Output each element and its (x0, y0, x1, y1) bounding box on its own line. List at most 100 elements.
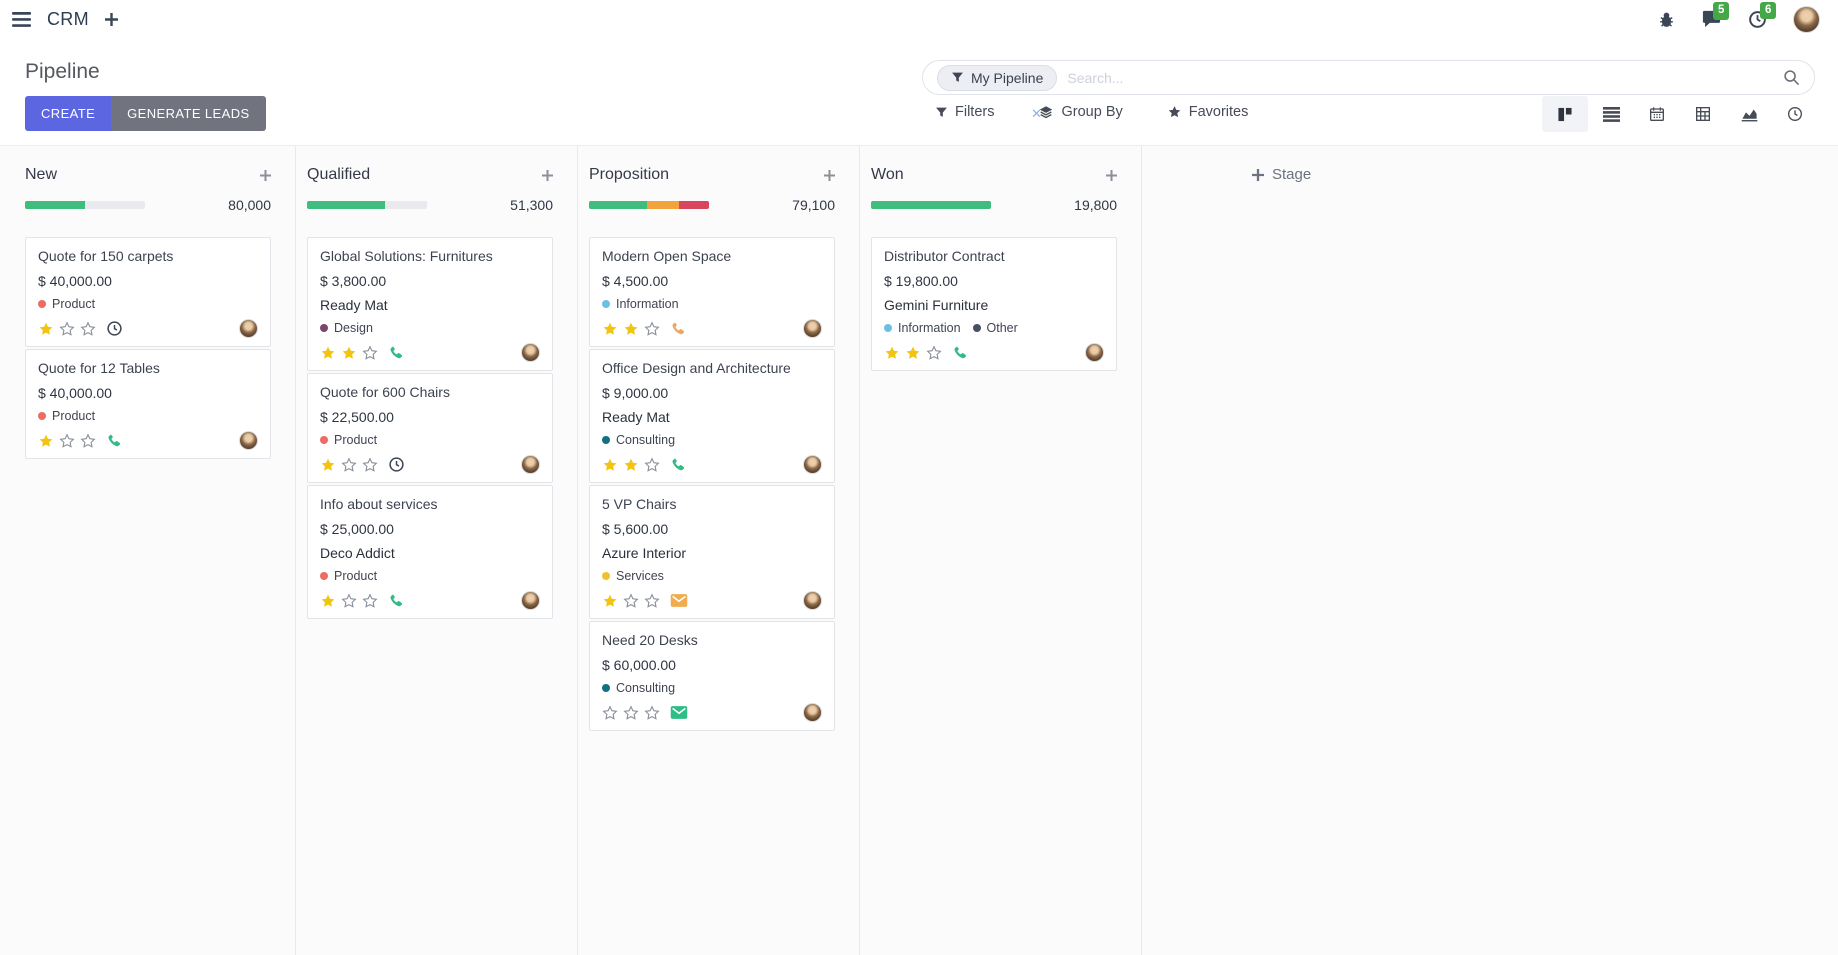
star-icon[interactable] (38, 433, 54, 449)
column-add-button[interactable] (824, 169, 835, 181)
card-avatar[interactable] (521, 343, 540, 362)
star-icon[interactable] (602, 593, 618, 609)
card-tag[interactable]: Information (884, 321, 961, 335)
kanban-card[interactable]: Office Design and Architecture $ 9,000.0… (589, 349, 835, 483)
star-icon[interactable] (341, 592, 357, 609)
card-avatar[interactable] (803, 591, 822, 610)
star-icon[interactable] (926, 344, 942, 361)
kanban-card[interactable]: 5 VP Chairs $ 5,600.00 Azure Interior Se… (589, 485, 835, 619)
activity-clock-icon[interactable] (106, 320, 123, 337)
star-icon[interactable] (644, 704, 660, 721)
user-avatar[interactable] (1793, 5, 1820, 33)
star-icon[interactable] (602, 321, 618, 337)
column-add-button[interactable] (1106, 169, 1117, 181)
filters-button[interactable]: Filters (935, 104, 994, 120)
star-icon[interactable] (362, 592, 378, 609)
create-button[interactable]: CREATE (25, 96, 112, 131)
kanban-card[interactable]: Info about services $ 25,000.00 Deco Add… (307, 485, 553, 619)
star-icon[interactable] (320, 345, 336, 361)
star-icon[interactable] (59, 320, 75, 337)
search-input[interactable] (1067, 69, 1783, 86)
star-icon[interactable] (602, 457, 618, 473)
star-icon[interactable] (320, 457, 336, 473)
star-icon[interactable] (362, 344, 378, 361)
star-icon[interactable] (80, 320, 96, 337)
card-avatar[interactable] (521, 455, 540, 474)
star-icon[interactable] (623, 704, 639, 721)
card-avatar[interactable] (239, 431, 258, 450)
kanban-card[interactable]: Quote for 600 Chairs $ 22,500.00 Product (307, 373, 553, 483)
mail-icon[interactable] (670, 593, 688, 608)
facet-remove-icon[interactable]: ✕ (1031, 106, 1042, 121)
app-name[interactable]: CRM (47, 8, 89, 29)
card-tag[interactable]: Consulting (602, 433, 675, 447)
phone-icon[interactable] (388, 592, 405, 609)
debug-bug-icon[interactable] (1658, 10, 1675, 28)
column-progressbar[interactable] (25, 201, 145, 209)
star-icon[interactable] (644, 592, 660, 609)
phone-icon[interactable] (670, 320, 687, 337)
card-avatar[interactable] (803, 319, 822, 338)
star-icon[interactable] (623, 592, 639, 609)
activities-clock-icon[interactable]: 6 (1748, 1, 1777, 29)
star-icon[interactable] (362, 456, 378, 473)
view-kanban-button[interactable] (1542, 96, 1588, 132)
star-icon[interactable] (623, 321, 639, 337)
card-avatar[interactable] (1085, 343, 1104, 362)
star-icon[interactable] (38, 321, 54, 337)
phone-icon[interactable] (388, 344, 405, 361)
column-progressbar[interactable] (307, 201, 427, 209)
card-avatar[interactable] (803, 703, 822, 722)
view-graph-button[interactable] (1726, 96, 1772, 132)
favorites-button[interactable]: Favorites (1167, 104, 1248, 120)
card-avatar[interactable] (803, 455, 822, 474)
card-tag[interactable]: Consulting (602, 681, 675, 695)
view-list-button[interactable] (1588, 96, 1634, 132)
card-avatar[interactable] (521, 591, 540, 610)
card-tag[interactable]: Design (320, 321, 373, 335)
group-by-button[interactable]: Group By (1038, 104, 1123, 120)
card-tag[interactable]: Product (320, 569, 377, 583)
kanban-card[interactable]: Modern Open Space $ 4,500.00 Information (589, 237, 835, 347)
star-icon[interactable] (320, 593, 336, 609)
filter-facet[interactable]: My Pipeline (937, 64, 1058, 91)
phone-icon[interactable] (952, 344, 969, 361)
generate-leads-button[interactable]: GENERATE LEADS (111, 96, 266, 131)
kanban-card[interactable]: Need 20 Desks $ 60,000.00 Consulting (589, 621, 835, 731)
messages-icon[interactable]: 5 (1701, 2, 1730, 28)
add-stage-button[interactable]: Stage (1252, 166, 1424, 183)
card-tag[interactable]: Services (602, 569, 664, 583)
column-add-button[interactable] (542, 169, 553, 181)
card-tag[interactable]: Product (38, 409, 95, 423)
card-tag[interactable]: Information (602, 297, 679, 311)
view-activity-button[interactable] (1772, 96, 1818, 132)
column-progressbar[interactable] (871, 201, 991, 209)
view-calendar-button[interactable] (1634, 96, 1680, 132)
star-icon[interactable] (884, 345, 900, 361)
phone-icon[interactable] (670, 456, 687, 473)
star-icon[interactable] (341, 456, 357, 473)
star-icon[interactable] (623, 457, 639, 473)
kanban-card[interactable]: Quote for 12 Tables $ 40,000.00 Product (25, 349, 271, 459)
add-tab-icon[interactable] (104, 12, 118, 26)
star-icon[interactable] (602, 704, 618, 721)
column-progressbar[interactable] (589, 201, 709, 209)
star-icon[interactable] (644, 320, 660, 337)
card-avatar[interactable] (239, 319, 258, 338)
view-pivot-button[interactable] (1680, 96, 1726, 132)
card-tag[interactable]: Other (972, 321, 1018, 335)
star-icon[interactable] (341, 345, 357, 361)
card-tag[interactable]: Product (38, 297, 95, 311)
card-tag[interactable]: Product (320, 433, 377, 447)
star-icon[interactable] (80, 432, 96, 449)
kanban-card[interactable]: Distributor Contract $ 19,800.00 Gemini … (871, 237, 1117, 371)
column-add-button[interactable] (260, 169, 271, 181)
activity-clock-icon[interactable] (388, 456, 405, 473)
star-icon[interactable] (905, 345, 921, 361)
kanban-card[interactable]: Quote for 150 carpets $ 40,000.00 Produc… (25, 237, 271, 347)
kanban-card[interactable]: Global Solutions: Furnitures $ 3,800.00 … (307, 237, 553, 371)
star-icon[interactable] (59, 432, 75, 449)
search-bar[interactable]: My Pipeline ✕ (922, 60, 1815, 120)
search-icon[interactable] (1783, 69, 1800, 86)
apps-menu-icon[interactable] (12, 11, 31, 27)
